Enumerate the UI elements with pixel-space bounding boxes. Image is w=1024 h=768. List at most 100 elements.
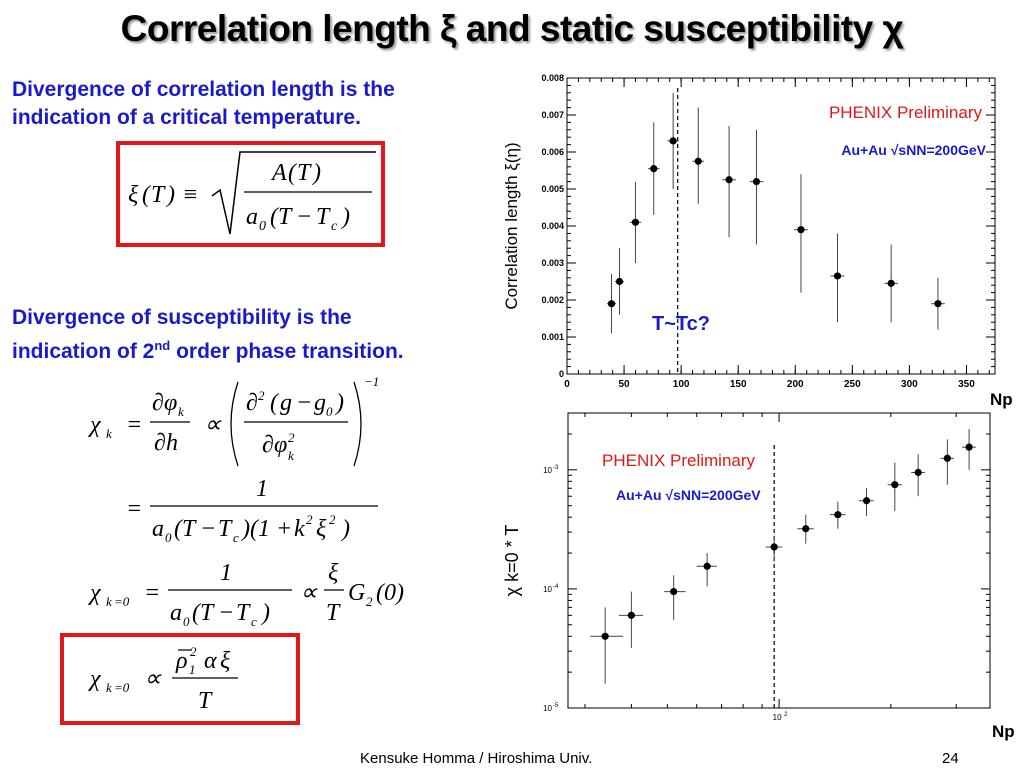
data-point [752, 178, 761, 186]
y-tick-label: 10 -3 [543, 465, 559, 475]
y-axis-title: χ k=0 * T [502, 525, 522, 597]
x-tick-label: 0 [564, 379, 570, 390]
data-point [943, 454, 951, 462]
svg-text:=0: =0 [114, 680, 130, 695]
data-point [833, 272, 842, 280]
svg-text:−: − [218, 600, 234, 626]
svg-text:2: 2 [329, 512, 336, 527]
svg-text:−: − [296, 204, 312, 230]
highlight-box-chi [60, 633, 300, 725]
data-point [650, 165, 658, 173]
svg-text:): ) [340, 516, 350, 542]
svg-text:2: 2 [366, 594, 373, 609]
svg-text:G: G [348, 580, 365, 606]
y-tick-label: 0.008 [541, 73, 564, 83]
svg-text:ξ: ξ [128, 182, 139, 208]
svg-text:(: ( [270, 390, 280, 416]
data-point [934, 300, 942, 308]
svg-text:2: 2 [306, 512, 313, 527]
svg-text:c: c [251, 614, 257, 629]
page-number: 24 [942, 750, 959, 767]
data-point [887, 279, 895, 287]
chart-susceptibility: 10 -3 10 -4 10 -5 10 2 χ k=0 * T PHENIX Prelimina… [496, 405, 1006, 730]
svg-text:): ) [334, 390, 344, 416]
svg-text:(0): (0) [376, 580, 404, 606]
y-tick-exponent: -4 [553, 584, 559, 590]
svg-text:T: T [151, 182, 166, 208]
svg-text:): ) [165, 182, 175, 208]
text-fragment: indication of 2 [12, 340, 155, 363]
svg-text:k: k [106, 594, 112, 609]
svg-text:χ: χ [88, 580, 102, 606]
svg-text:∝: ∝ [204, 412, 222, 438]
data-point [703, 562, 711, 570]
data-point [914, 468, 922, 477]
x-tick-label: 250 [844, 379, 861, 390]
y-tick-label: 0.007 [541, 110, 564, 120]
data-point [601, 632, 609, 640]
svg-text:A: A [270, 160, 287, 186]
y-tick-label: 0.002 [541, 295, 564, 305]
svg-text:ξ: ξ [316, 516, 327, 542]
svg-text:T: T [236, 600, 251, 626]
x-tick-label: 200 [787, 379, 804, 390]
svg-text:φ: φ [164, 390, 177, 416]
data-point [627, 611, 635, 619]
y-tick-label: 10 -4 [543, 584, 559, 594]
footer-author: Kensuke Homma / Hiroshima Univ. [360, 750, 593, 767]
y-tick-label: 0.001 [541, 332, 564, 342]
text-correlation-divergence: Divergence of correlation length is the … [12, 76, 492, 132]
y-tick-label: 0.003 [541, 258, 564, 268]
slide-title: Correlation length ξ and static suscepti… [120, 8, 904, 49]
svg-text:T: T [297, 160, 312, 186]
svg-text:−: − [296, 390, 312, 416]
svg-text:−: − [200, 516, 216, 542]
svg-text:∂: ∂ [262, 432, 274, 458]
chart-correlation-length: 0 0.001 0.002 0.003 0.004 0.005 0.006 0.007 0.00… [496, 70, 1006, 400]
data-point [891, 481, 899, 489]
phenix-preliminary-label: PHENIX Preliminary [829, 103, 983, 122]
collision-system-label: Au+Au √sNN=200GeV [841, 142, 986, 158]
svg-text:−1: −1 [364, 374, 379, 389]
svg-text:T: T [326, 600, 341, 626]
text-line: indication of 2nd order phase transition… [12, 332, 532, 366]
data-point [615, 277, 624, 286]
svg-text:0: 0 [259, 219, 266, 234]
svg-text:(: ( [270, 204, 280, 230]
svg-text:2: 2 [258, 388, 265, 403]
data-point [802, 525, 810, 533]
y-tick-base: 10 [543, 466, 552, 475]
data-point [694, 157, 702, 165]
svg-text:k: k [106, 426, 112, 441]
data-point [862, 497, 871, 505]
svg-text:φ: φ [274, 432, 287, 458]
y-tick-label: 0.006 [541, 147, 564, 157]
data-point [797, 226, 805, 234]
y-tick-label: 0 [559, 369, 564, 379]
svg-text:T: T [200, 600, 215, 626]
data-point [770, 543, 778, 551]
y-tick-exponent: -5 [553, 703, 559, 709]
chart-correlation-length-svg: 0 0.001 0.002 0.003 0.004 0.005 0.006 0.007 0.00… [502, 73, 996, 390]
svg-text:h: h [166, 430, 178, 456]
y-axis-title: Correlation length ξ(η) [502, 142, 521, 309]
xaxis-title-np-bottom: Np [992, 722, 1015, 741]
x-tick-base: 10 [773, 713, 782, 722]
y-tick-exponent: -3 [553, 465, 559, 471]
svg-text:T: T [316, 204, 331, 230]
svg-text:T: T [218, 516, 233, 542]
svg-text:ρ: ρ [175, 648, 188, 674]
x-tick-label: 100 [673, 379, 690, 390]
text-fragment: order phase transition. [170, 340, 404, 363]
svg-text:≡: ≡ [182, 182, 198, 208]
svg-text:+: + [276, 516, 292, 542]
x-tick-label: 150 [730, 379, 747, 390]
x-tick-label: 10 2 [773, 712, 788, 722]
svg-text:c: c [331, 219, 338, 234]
svg-text:T: T [278, 204, 293, 230]
text-line: Divergence of susceptibility is the [12, 306, 352, 329]
ordinal-suffix: nd [154, 338, 171, 353]
svg-text:c: c [233, 530, 239, 545]
